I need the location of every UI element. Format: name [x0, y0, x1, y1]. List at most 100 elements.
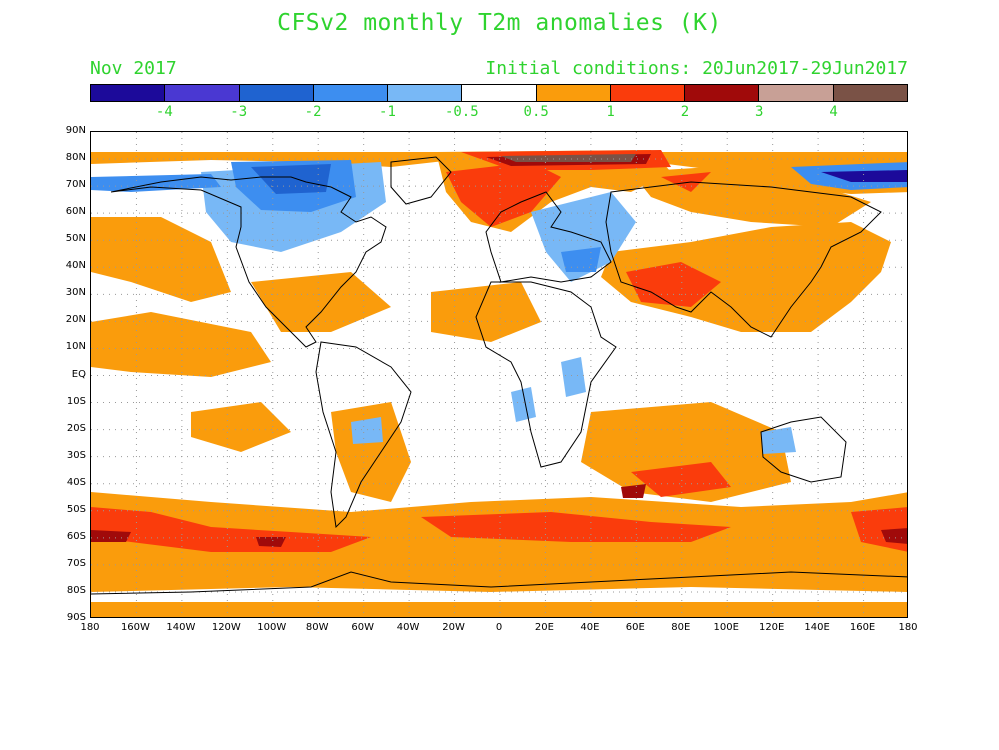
color-bar-swatch [239, 85, 314, 101]
latitude-label: 70N [65, 179, 86, 191]
latitude-label: 80S [66, 584, 86, 596]
anomaly-warm-south-pacific [191, 402, 291, 452]
anomaly-hot-scandinavia [446, 162, 561, 227]
color-bar-swatch [759, 85, 834, 101]
chart-title: CFSv2 monthly T2m anomalies (K) [277, 10, 722, 36]
longitude-label: 100W [257, 622, 287, 633]
anomaly-warm-pacific-north [91, 217, 231, 302]
latitude-label: 30S [66, 449, 86, 461]
longitude-label: 120W [211, 622, 241, 633]
color-bar-swatch [462, 85, 537, 101]
latitude-label: 30N [65, 287, 86, 299]
longitude-label: 40E [580, 622, 600, 633]
grid-lines [91, 132, 907, 617]
anomaly-cool-africa [561, 357, 586, 397]
color-bar-label: 0.5 [523, 104, 549, 120]
latitude-label: 60N [65, 206, 86, 218]
color-bar-swatch [165, 85, 240, 101]
color-bar-swatch [388, 85, 463, 101]
longitude-label: 0 [495, 622, 503, 633]
latitude-label: 10N [65, 341, 86, 353]
color-bar-label: -2 [304, 104, 322, 120]
latitude-label: 50S [66, 503, 86, 515]
longitude-label: 140E [804, 622, 830, 633]
anomaly-hot-indian-ocean [631, 462, 731, 497]
anomaly-map [90, 131, 908, 618]
longitude-label: 100E [713, 622, 739, 633]
color-bar-label: 2 [680, 104, 690, 120]
anomaly-hot-southern-ocean [91, 507, 371, 552]
latitude-label: 40N [65, 260, 86, 272]
anomaly-neutral-antarctica [91, 602, 907, 617]
coastline-australia [760, 416, 847, 483]
anomaly-warm-northern-rim [91, 152, 907, 194]
latitude-label: EQ [71, 368, 86, 380]
anomaly-hot-east-siberia [661, 172, 711, 192]
anomaly-cool-south-america [351, 417, 383, 444]
color-bar-label: -3 [230, 104, 248, 120]
coastline-africa [475, 281, 617, 468]
latitude-label: 10S [66, 395, 86, 407]
longitude-label: 40W [396, 622, 420, 633]
anomaly-max-arctic [501, 154, 636, 162]
anomaly-cold-arctic-rim-right [821, 170, 907, 182]
latitude-label: 80N [65, 152, 86, 164]
anomaly-cool-south-atlantic [511, 387, 536, 422]
anomaly-hot-asia [626, 262, 721, 307]
longitude-label: 20E [534, 622, 554, 633]
latitude-label: 50N [65, 233, 86, 245]
anomaly-warm-indian-ocean [581, 402, 791, 502]
anomaly-cool-australia [761, 427, 796, 454]
color-bar-label: -4 [155, 104, 173, 120]
color-bar-label: 1 [606, 104, 615, 120]
color-bar-label: -1 [379, 104, 396, 120]
anomaly-warm-south-america [331, 402, 411, 502]
anomaly-warm-north-atlantic [251, 272, 391, 332]
longitude-label: 60E [625, 622, 645, 633]
coastlines [91, 156, 907, 595]
color-bar-label: -0.5 [444, 104, 479, 120]
color-bar-swatch [91, 85, 166, 101]
anomaly-colder-europe [561, 247, 601, 272]
coastline-south-america [315, 341, 412, 529]
color-bar-swatch [685, 85, 760, 101]
color-bar-swatch [610, 85, 686, 101]
anomaly-extreme-southern-ocean-west [91, 530, 131, 542]
forecast-month: Nov 2017 [90, 58, 177, 79]
coastline-greenland [390, 156, 452, 205]
color-bar-label: 4 [829, 104, 838, 120]
color-bar-label: 3 [755, 104, 764, 120]
color-bar-swatch [536, 85, 611, 101]
latitude-label: 20N [65, 314, 86, 326]
longitude-label: 180 [80, 622, 100, 633]
anomaly-extreme-southern-ocean-mid [256, 537, 286, 547]
longitude-label: 160W [120, 622, 150, 633]
anomaly-warm-southern-ocean [91, 492, 907, 592]
anomaly-hot-southern-ocean-east [421, 512, 731, 542]
latitude-label: 20S [66, 422, 86, 434]
anomaly-warm-atlantic [431, 282, 541, 342]
color-bar [90, 84, 908, 102]
coastline-asia [605, 181, 882, 338]
color-bar-swatch [833, 85, 907, 101]
map-canvas [91, 132, 907, 617]
coastline-europe [485, 191, 612, 283]
latitude-label: 40S [66, 476, 86, 488]
coastline-north-america [110, 176, 387, 348]
latitude-label: 90N [65, 125, 86, 136]
longitude-label: 80W [305, 622, 329, 633]
longitude-label: 80E [671, 622, 691, 633]
longitude-label: 160E [849, 622, 876, 633]
anomaly-extreme-southern-ocean-center [621, 484, 646, 498]
longitude-label: 120E [758, 622, 785, 633]
coastline-antarctica [91, 571, 907, 595]
longitude-label: 180 [898, 622, 918, 633]
anomaly-extreme-southern-ocean-east [881, 528, 907, 544]
longitude-label: 20W [442, 622, 465, 633]
color-bar-swatch [313, 85, 389, 101]
latitude-label: 70S [66, 557, 86, 569]
latitude-label: 90S [66, 612, 86, 623]
latitude-label: 60S [66, 530, 86, 542]
anomaly-shading [91, 150, 907, 617]
longitude-label: 60W [351, 622, 374, 633]
